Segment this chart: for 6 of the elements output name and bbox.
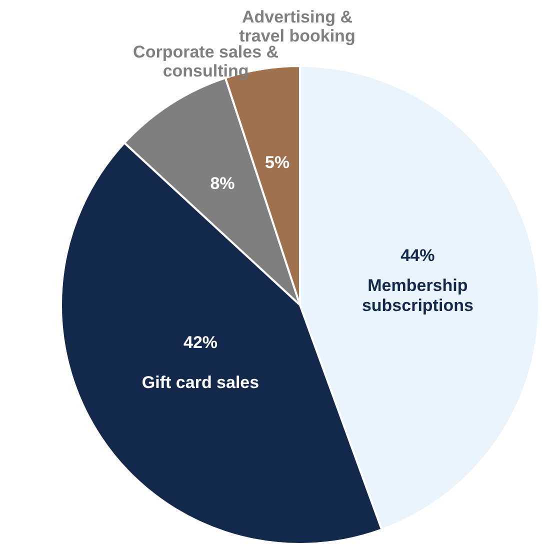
data-label: 8% [210,174,235,194]
slice-label: Membership subscriptions [362,276,474,315]
data-label: 44% [400,246,435,265]
slice-label: Gift card sales [142,372,260,392]
data-label: 5% [265,153,290,172]
data-label: 42% [183,332,218,352]
